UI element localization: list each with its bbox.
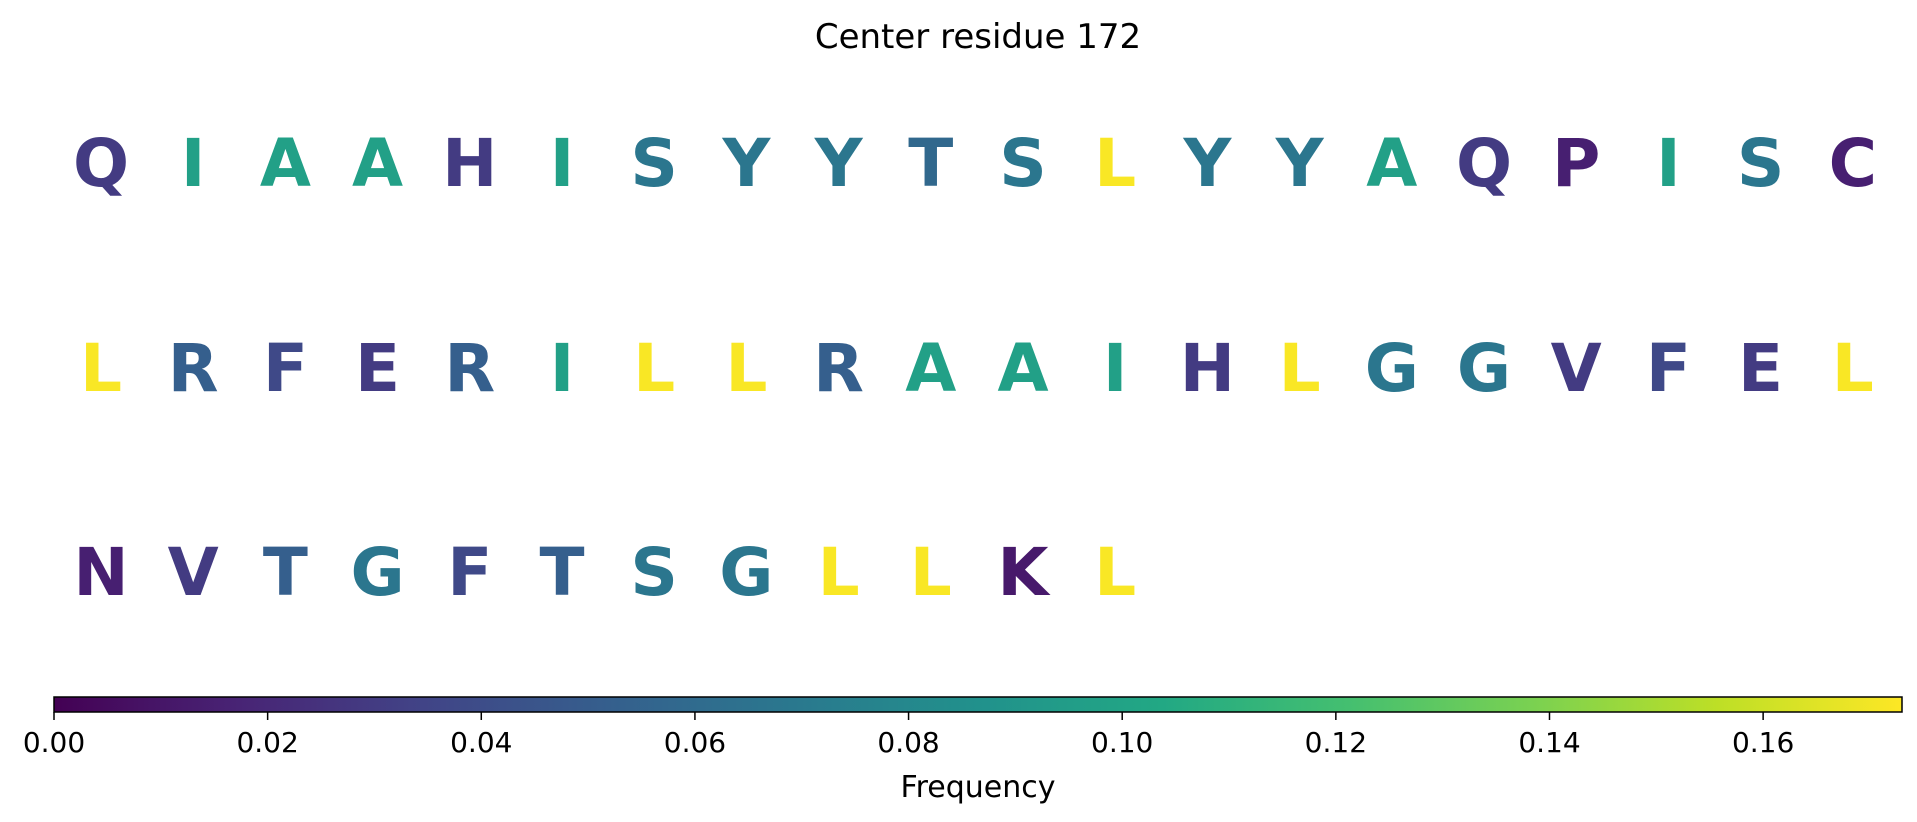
residue-letter: L: [1832, 330, 1874, 407]
residue-letter: R: [813, 330, 864, 407]
residue-letter: G: [719, 534, 773, 611]
residue-letter: L: [80, 330, 122, 407]
residue-letter: Q: [73, 125, 129, 202]
residue-letter: V: [1551, 330, 1602, 407]
residue-letter: H: [442, 125, 497, 202]
residue-letter: R: [444, 330, 495, 407]
residue-letter: S: [630, 534, 678, 611]
residue-letter: G: [1365, 330, 1419, 407]
colorbar-gradient: [53, 696, 1903, 713]
residue-letter: L: [1094, 534, 1136, 611]
residue-letter: R: [168, 330, 219, 407]
residue-letter: F: [1646, 330, 1691, 407]
residue-letter: H: [1180, 330, 1235, 407]
colorbar-tick-label: 0.00: [23, 726, 85, 759]
residue-letter: Y: [722, 125, 772, 202]
residue-letter: I: [1656, 125, 1681, 202]
residue-letter: T: [263, 534, 308, 611]
residue-letter: S: [999, 125, 1047, 202]
residue-letter: I: [550, 125, 575, 202]
residue-letter: P: [1552, 125, 1600, 202]
residue-letter: L: [725, 330, 767, 407]
colorbar: 0.00 0.02 0.04 0.06 0.08 0.10 0.12 0.14 0.16 Fre…: [23, 696, 1903, 805]
residue-letter: L: [1279, 330, 1321, 407]
residue-letter: G: [1457, 330, 1511, 407]
residue-letter: F: [447, 534, 492, 611]
colorbar-tick-label: 0.02: [236, 726, 298, 759]
residue-letter: A: [260, 125, 311, 202]
residue-letter: A: [905, 330, 956, 407]
residue-letter: I: [181, 125, 206, 202]
residue-letter: A: [1366, 125, 1417, 202]
residue-letter: G: [351, 534, 405, 611]
colorbar-tick-label: 0.16: [1732, 726, 1794, 759]
residue-letter: F: [263, 330, 308, 407]
colorbar-tick-label: 0.12: [1305, 726, 1367, 759]
residue-letter: C: [1829, 125, 1877, 202]
colorbar-tick-label: 0.10: [1091, 726, 1153, 759]
residue-letter: K: [997, 534, 1051, 611]
residue-letter: T: [908, 125, 953, 202]
residue-letter: L: [818, 534, 860, 611]
colorbar-tick-label: 0.14: [1518, 726, 1580, 759]
residue-letter: Y: [814, 125, 864, 202]
residue-letter: A: [997, 330, 1048, 407]
residue-letter: S: [1737, 125, 1785, 202]
residue-letter: L: [633, 330, 675, 407]
residue-letter: T: [539, 534, 584, 611]
residue-letter: N: [73, 534, 128, 611]
residue-letter: Q: [1456, 125, 1512, 202]
chart-title: Center residue 172: [815, 17, 1141, 57]
colorbar-tick-label: 0.06: [664, 726, 726, 759]
residue-letter: Y: [1183, 125, 1233, 202]
residue-letter: L: [1094, 125, 1136, 202]
residue-letter: V: [168, 534, 219, 611]
residue-grid: Q I A A H I S Y Y T S L Y Y A Q P I S CL R F E R I L L R A A I H L G G V F E L…: [73, 125, 1877, 611]
residue-letter: A: [352, 125, 403, 202]
residue-letter: L: [910, 534, 952, 611]
colorbar-tick-label: 0.08: [877, 726, 939, 759]
colorbar-ticks: 0.00 0.02 0.04 0.06 0.08 0.10 0.12 0.14 0.16: [23, 712, 1794, 759]
colorbar-tick-label: 0.04: [450, 726, 512, 759]
residue-letter: E: [1738, 330, 1783, 407]
residue-letter: E: [355, 330, 400, 407]
residue-letter: S: [630, 125, 678, 202]
residue-letter: I: [550, 330, 575, 407]
colorbar-label: Frequency: [901, 770, 1056, 805]
residue-letter: I: [1103, 330, 1128, 407]
residue-letter: Y: [1275, 125, 1325, 202]
